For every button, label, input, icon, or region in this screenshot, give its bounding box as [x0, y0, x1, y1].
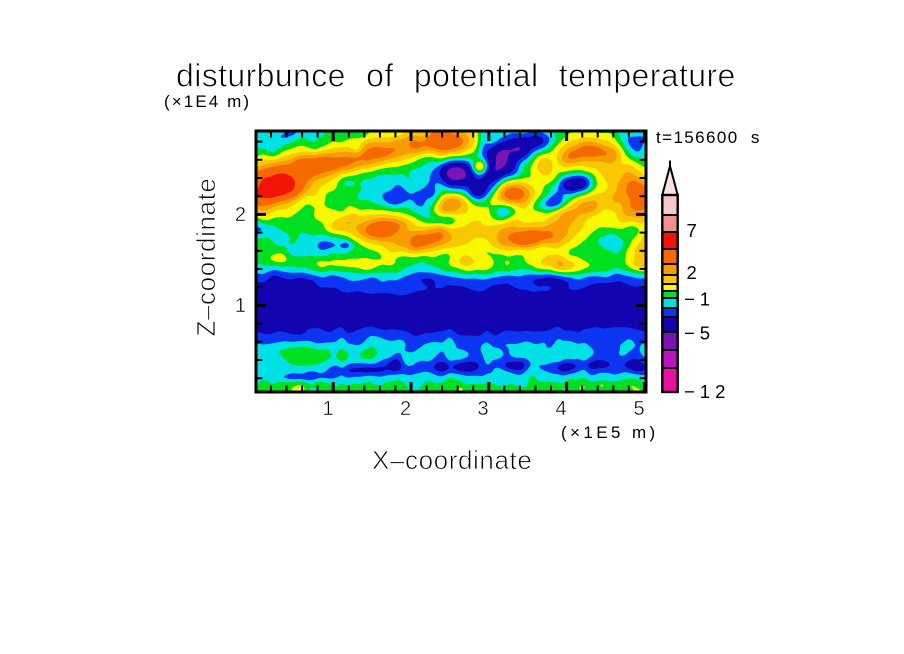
svg-text:−1: −1 [684, 289, 715, 310]
svg-text:−5: −5 [684, 323, 715, 344]
svg-text:(×1E4 m): (×1E4 m) [164, 92, 251, 111]
svg-text:2: 2 [687, 262, 697, 283]
svg-text:(×1E5 m): (×1E5 m) [561, 423, 659, 442]
svg-text:Z–coordinate: Z–coordinate [191, 178, 221, 337]
svg-text:1: 1 [322, 398, 333, 420]
svg-text:3: 3 [477, 398, 488, 420]
svg-text:t=156600 s: t=156600 s [656, 128, 761, 147]
svg-text:2: 2 [235, 204, 246, 226]
svg-text:−12: −12 [684, 381, 730, 402]
svg-text:1: 1 [235, 295, 246, 317]
svg-text:4: 4 [555, 398, 566, 420]
svg-text:7: 7 [687, 220, 697, 241]
svg-text:2: 2 [400, 398, 411, 420]
svg-text:5: 5 [633, 398, 644, 420]
svg-text:X–coordinate: X–coordinate [372, 445, 532, 475]
svg-text:disturbunce of potential tempe: disturbunce of potential temperature [176, 58, 736, 94]
